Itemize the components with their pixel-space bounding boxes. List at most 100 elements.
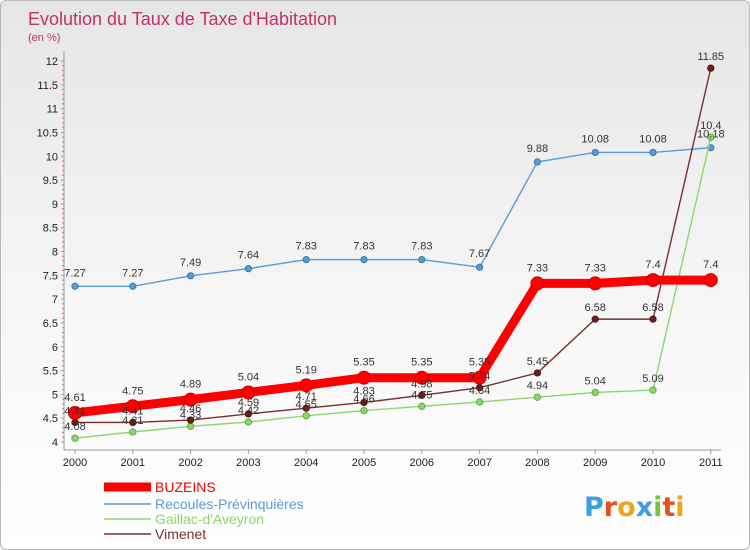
data-label: 5.09: [642, 373, 663, 385]
data-point: [125, 399, 140, 414]
data-label: 5.19: [295, 364, 316, 376]
data-label: 11.85: [697, 51, 724, 63]
data-label: 7.27: [122, 267, 143, 279]
data-label: 10.08: [581, 133, 609, 145]
data-point: [183, 392, 198, 407]
data-point: [591, 388, 599, 397]
data-point: [241, 385, 256, 400]
data-point: [588, 276, 603, 291]
x-tick-label: 2006: [410, 457, 434, 469]
data-point: [707, 64, 715, 72]
data-point: [646, 273, 660, 288]
data-point: [418, 402, 426, 410]
data-point: [533, 369, 542, 377]
x-tick-label: 2000: [63, 457, 87, 469]
y-tick-label: 5.5: [43, 366, 58, 378]
data-point: [68, 405, 82, 420]
data-point: [302, 404, 310, 412]
data-label: 5.04: [238, 371, 259, 383]
legend-label: Gaillac-d'Aveyron: [155, 511, 264, 527]
data-point: [418, 391, 426, 399]
chart-title: Evolution du Taux de Taxe d'Habitation: [28, 9, 337, 29]
data-point: [129, 282, 137, 290]
data-point: [703, 273, 718, 288]
data-label: 5.35: [353, 357, 374, 369]
y-tick-label: 10.5: [37, 127, 58, 139]
data-label: 4.94: [527, 380, 548, 392]
data-label: 10.08: [639, 133, 667, 145]
y-tick-label: 6.5: [43, 318, 58, 330]
y-tick-label: 10: [46, 151, 58, 163]
data-point: [360, 398, 368, 407]
data-label: 7.83: [295, 241, 316, 253]
x-tick-label: 2008: [525, 457, 549, 469]
proxiti-logo: Proxiti: [584, 492, 685, 523]
data-point: [418, 255, 426, 264]
data-point: [244, 265, 252, 273]
data-point: [414, 370, 429, 385]
y-tick-label: 7.5: [43, 270, 58, 282]
data-label: 4.61: [64, 392, 85, 404]
legend-label: BUZEINS: [155, 479, 216, 495]
data-label: 4.41: [122, 405, 143, 417]
data-point: [472, 370, 487, 385]
data-point: [357, 370, 371, 385]
data-label: 7.49: [180, 257, 201, 269]
y-tick-label: 5: [52, 389, 58, 401]
series-line-2: [74, 136, 712, 439]
data-point: [302, 255, 310, 264]
y-tick-label: 8.5: [43, 223, 58, 235]
data-point: [530, 276, 545, 291]
y-tick-label: 12: [46, 56, 58, 68]
data-point: [299, 378, 314, 393]
data-label: 6.58: [642, 302, 663, 314]
data-label: 7.67: [469, 248, 490, 260]
series-layer: [68, 64, 718, 442]
data-point: [129, 418, 137, 427]
data-label: 4.75: [411, 389, 432, 401]
data-point: [71, 434, 79, 442]
data-point: [360, 406, 368, 415]
data-point: [129, 428, 137, 436]
data-label: 6.58: [584, 302, 605, 314]
axes: 44.555.566.577.588.599.51010.51111.51220…: [37, 51, 723, 469]
data-label: 7.83: [411, 241, 432, 253]
data-label: 4.21: [122, 415, 143, 427]
data-label: 4.89: [180, 379, 201, 391]
data-point: [302, 412, 310, 420]
data-label: 7.27: [64, 267, 85, 279]
y-tick-label: 11.5: [37, 80, 58, 92]
data-point: [187, 416, 195, 424]
legend-label: Vimenet: [155, 526, 206, 542]
data-label: 4.59: [238, 397, 259, 409]
x-tick-label: 2011: [699, 457, 723, 469]
data-point: [533, 158, 542, 166]
data-point: [475, 263, 484, 271]
data-label: 9.88: [527, 143, 548, 155]
data-label: 7.4: [703, 259, 718, 271]
x-tick-label: 2010: [641, 457, 665, 469]
y-tick-label: 7: [52, 294, 58, 306]
x-tick-label: 2007: [467, 457, 491, 469]
data-point: [591, 315, 599, 323]
data-point: [187, 422, 195, 430]
data-point: [244, 410, 252, 418]
data-label: 7.83: [353, 241, 374, 253]
data-point: [649, 148, 657, 157]
data-label: 4.83: [353, 385, 374, 397]
series-line-3: [74, 67, 712, 424]
y-tick-label: 4: [52, 437, 58, 449]
x-tick-label: 2004: [294, 457, 318, 469]
data-label: 4.55: [295, 399, 316, 411]
x-tick-label: 2002: [178, 457, 202, 469]
legend: BUZEINSRecoules-PrévinquièresGaillac-d'A…: [104, 479, 304, 542]
data-label: 5.14: [469, 371, 490, 383]
y-tick-label: 4.5: [43, 413, 58, 425]
y-tick-label: 6: [52, 342, 58, 354]
data-label: 10.18: [697, 129, 725, 141]
x-tick-label: 2005: [352, 457, 376, 469]
data-label: 7.4: [645, 259, 660, 271]
data-label: 5.45: [527, 356, 548, 368]
